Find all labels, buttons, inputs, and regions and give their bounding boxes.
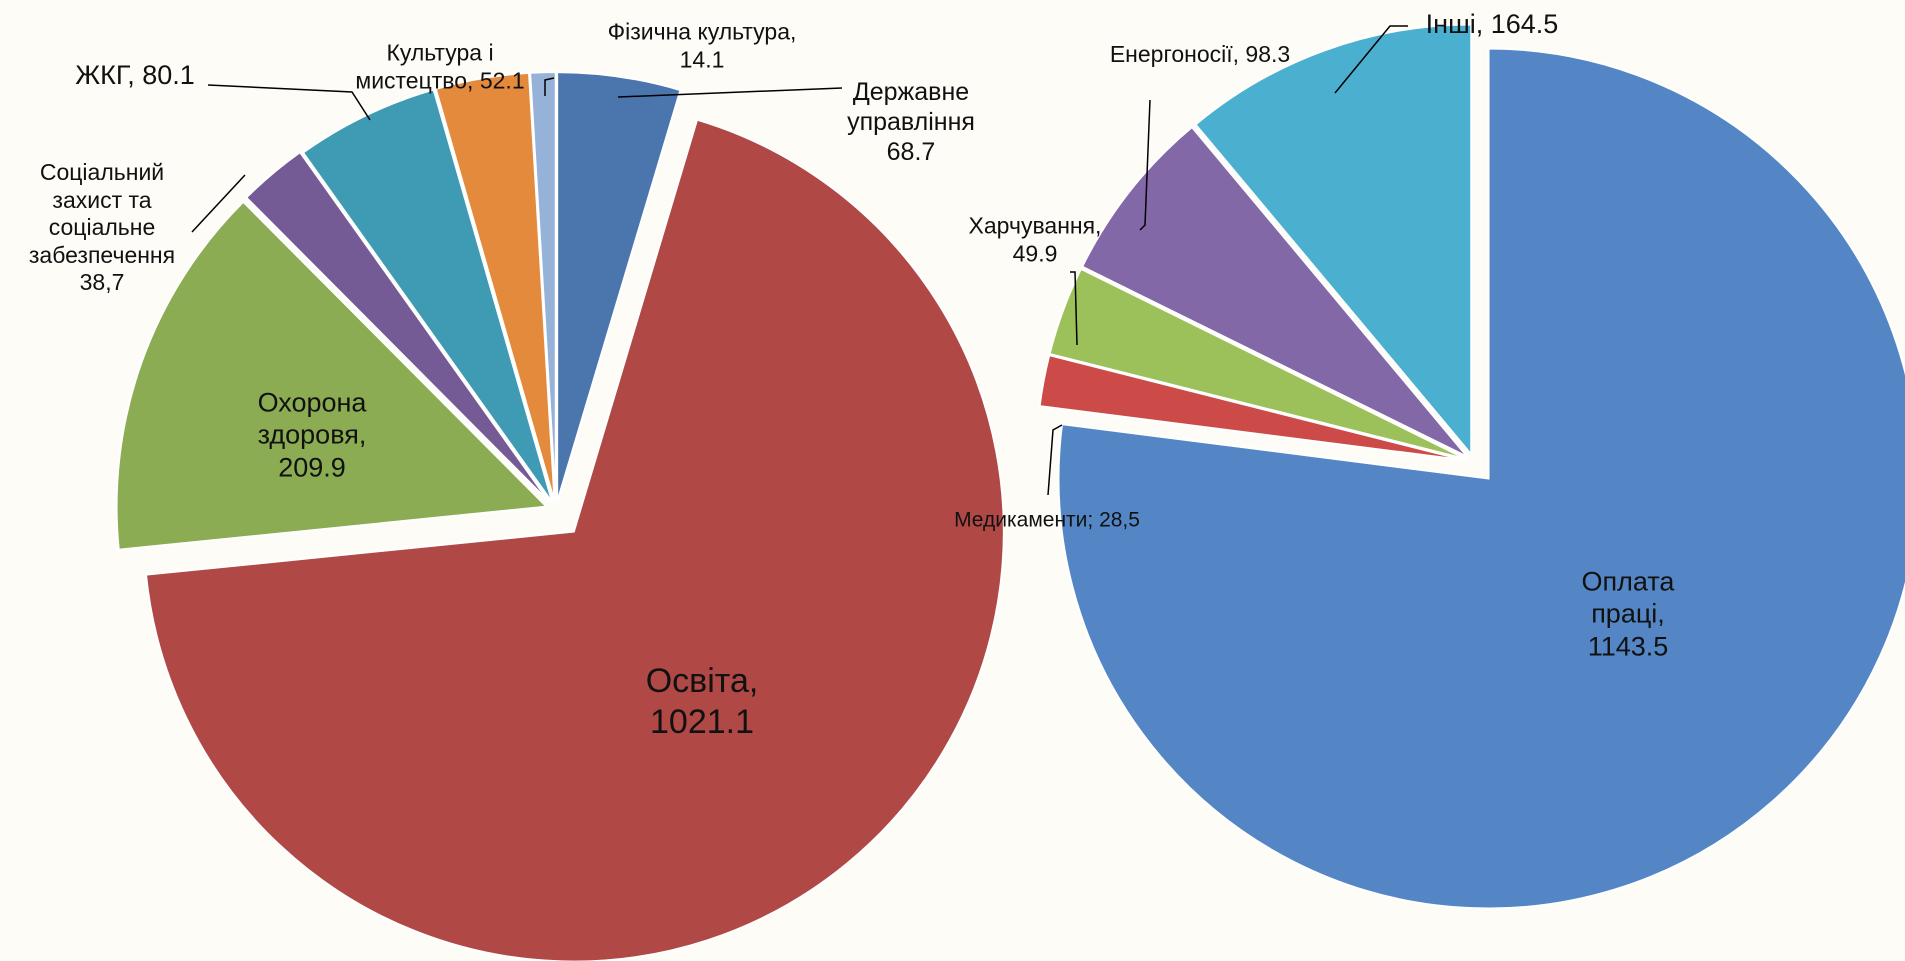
value-label: 209.9 <box>278 452 346 483</box>
category-name: Охорона здоровя, <box>257 387 367 450</box>
value-label: 52.1 <box>479 67 525 93</box>
pie-slice <box>529 71 557 503</box>
leader-line <box>544 77 555 96</box>
pie-slice <box>1048 267 1467 461</box>
value-label: 28,5 <box>1099 508 1140 532</box>
leader-line <box>1139 99 1151 231</box>
value-label: 38,7 <box>79 269 125 296</box>
slice-label: Освіта, 1021.1 <box>602 661 802 743</box>
leader-line <box>1334 25 1408 94</box>
slice-label: Охорона здоровя, 209.9 <box>227 386 397 483</box>
slice-label: Культура і мистецтво, 52.1 <box>350 39 530 94</box>
slice-label: Оплата праці, 1143.5 <box>1548 565 1708 662</box>
slice-label: Державне управління 68.7 <box>836 77 986 167</box>
leader-line <box>191 174 246 233</box>
slice-label: Фізична культура, 14.1 <box>587 18 817 73</box>
leader-lines <box>191 25 1408 496</box>
value-label: 49.9 <box>1012 240 1058 266</box>
pie-slice <box>244 150 551 504</box>
category-name: ЖКГ, <box>75 59 135 90</box>
pie-slice <box>1194 23 1473 458</box>
category-name: Медикаменти; <box>954 508 1094 532</box>
pie-slice <box>1038 353 1467 462</box>
value-label: 80.1 <box>142 59 195 90</box>
category-name: Культура і мистецтво, <box>355 39 494 93</box>
value-label: 164.5 <box>1490 8 1559 39</box>
slice-label: ЖКГ, 80.1 <box>25 59 245 91</box>
category-name: Оплата праці, <box>1581 566 1675 629</box>
category-name: Інші, <box>1425 8 1484 39</box>
pie-slice <box>556 71 682 503</box>
category-name: Фізична культура, <box>607 18 797 45</box>
pie-slice <box>1057 47 1905 910</box>
pie-slice <box>1080 125 1469 458</box>
slice-label: Інші, 164.5 <box>1382 8 1602 40</box>
category-name: Соціальний захист та соціальне забезпече… <box>28 159 176 268</box>
pie-slice <box>144 118 1005 961</box>
value-label: 68.7 <box>886 138 936 166</box>
category-name: Харчування, <box>968 212 1102 239</box>
value-label: 1143.5 <box>1587 631 1669 662</box>
value-label: 98.3 <box>1245 41 1291 68</box>
pie-slice <box>115 200 549 551</box>
leader-line <box>1047 424 1063 496</box>
leader-line <box>207 84 371 121</box>
slice-label: Соціальний захист та соціальне забезпече… <box>7 159 197 297</box>
leader-line <box>617 87 843 98</box>
value-label: 14.1 <box>679 46 725 72</box>
value-label: 1021.1 <box>650 703 754 741</box>
slice-label: Медикаменти; 28,5 <box>947 507 1147 532</box>
leader-line <box>1070 271 1078 346</box>
category-name: Освіта, <box>645 662 759 701</box>
pie-slice <box>434 71 556 503</box>
slice-label: Харчування, 49.9 <box>960 212 1110 267</box>
category-name: Енергоносії, <box>1109 41 1240 68</box>
pie-slice <box>301 88 554 504</box>
category-name: Державне управління <box>847 78 975 136</box>
slice-label: Енергоносії, 98.3 <box>1105 41 1295 69</box>
